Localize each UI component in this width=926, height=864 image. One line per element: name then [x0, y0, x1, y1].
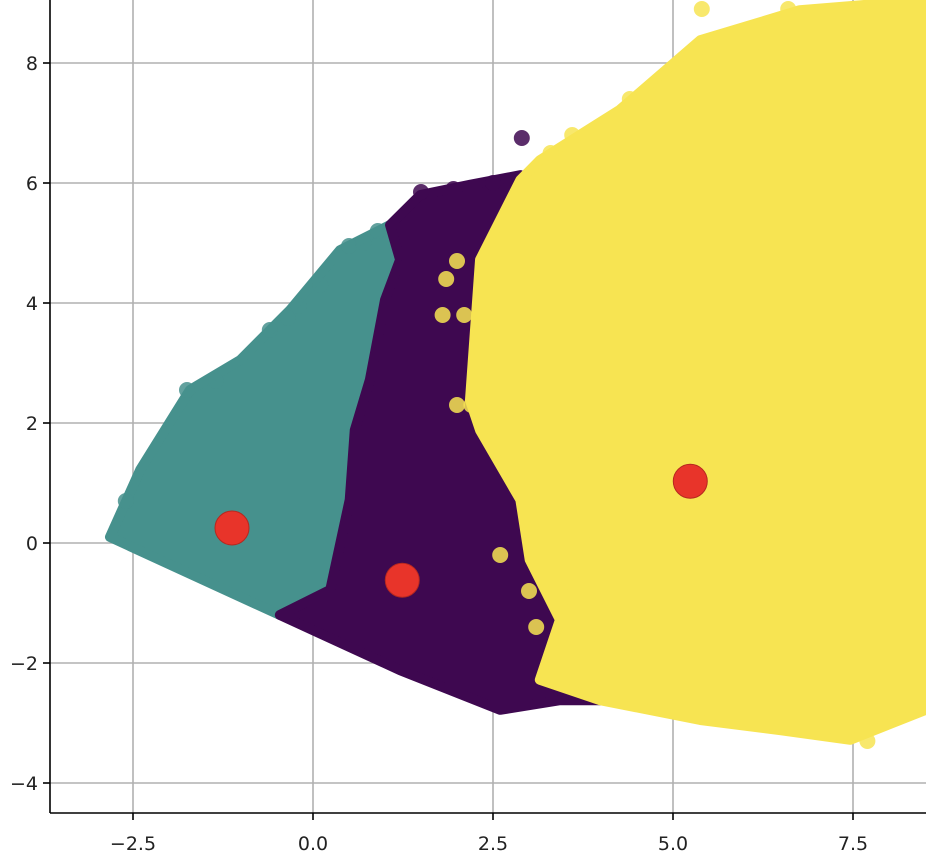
axes: −2.5 0.0 2.5 5.0 7.5 −4 −2 0 2 4 6 8 — [10, 0, 926, 855]
cluster-yellow-point — [557, 589, 573, 605]
cluster-purple-point — [420, 319, 437, 335]
cluster-teal-point — [117, 493, 134, 509]
cluster-yellow-point — [621, 505, 638, 521]
cluster-yellow-point — [744, 37, 761, 53]
cluster-teal-point — [261, 322, 278, 338]
cluster-teal-point — [207, 373, 224, 389]
cluster-purple-point — [413, 184, 429, 200]
cluster-teal-point — [369, 223, 386, 239]
cluster-yellow-point — [438, 271, 455, 287]
cluster-purple-point — [492, 691, 509, 707]
cluster-teal-point — [290, 298, 307, 314]
cluster-yellow-point — [715, 709, 732, 725]
cluster-teal-point — [312, 277, 329, 293]
cluster-yellow-point — [686, 49, 703, 65]
cluster-yellow-point — [816, 721, 833, 737]
plot-area — [104, 0, 926, 749]
cluster-purple-point — [485, 175, 501, 191]
cluster-purple-point — [398, 259, 415, 275]
cluster-teal-point — [279, 310, 296, 326]
x-tick-label: −2.5 — [110, 833, 156, 855]
y-tick-label: 6 — [26, 173, 38, 195]
cluster-yellow-point — [607, 595, 624, 611]
cluster-yellow-point — [492, 547, 509, 563]
cluster-yellow-point — [528, 619, 545, 635]
cluster-purple-point — [445, 181, 462, 197]
y-tick-label: 4 — [26, 293, 38, 315]
x-tick-label: 5.0 — [658, 833, 688, 855]
cluster-yellow-point — [449, 397, 465, 413]
cluster-yellow-point — [621, 91, 638, 107]
y-tick-label: 2 — [26, 413, 38, 435]
cluster-teal-point — [341, 238, 357, 254]
cluster-yellow-point — [564, 127, 581, 143]
cluster-yellow-point — [521, 583, 537, 599]
cluster-yellow-point — [542, 145, 559, 161]
cluster-teal-point — [355, 235, 372, 251]
cluster-yellow-point — [578, 631, 595, 647]
cluster-yellow-point — [643, 487, 660, 503]
centroid-marker — [672, 463, 708, 499]
x-tick-label: 2.5 — [478, 833, 508, 855]
cluster-yellow-point — [564, 445, 581, 461]
y-tick-label: 0 — [26, 533, 38, 555]
y-tick-label: −2 — [10, 653, 38, 675]
cluster-yellow-point — [780, 1, 797, 17]
cluster-teal-point — [179, 382, 195, 398]
cluster-yellow-point — [456, 307, 473, 323]
y-tick-label: 8 — [26, 53, 38, 75]
x-tick-label: 0.0 — [298, 833, 328, 855]
centroid-marker — [214, 510, 250, 546]
centroid-marker — [384, 562, 420, 598]
cluster-yellow-point — [449, 253, 465, 269]
x-tick-label: 7.5 — [838, 833, 868, 855]
cluster-yellow-point — [463, 397, 480, 413]
cluster-yellow-region — [464, 0, 926, 745]
cluster-yellow-point — [765, 715, 782, 731]
cluster-yellow-point — [585, 523, 602, 539]
cluster-purple-point — [513, 130, 530, 146]
y-tick-label: −4 — [10, 773, 38, 795]
cluster-yellow-point — [693, 1, 710, 17]
cluster-yellow-point — [434, 307, 451, 323]
cluster-yellow-point — [859, 733, 876, 749]
